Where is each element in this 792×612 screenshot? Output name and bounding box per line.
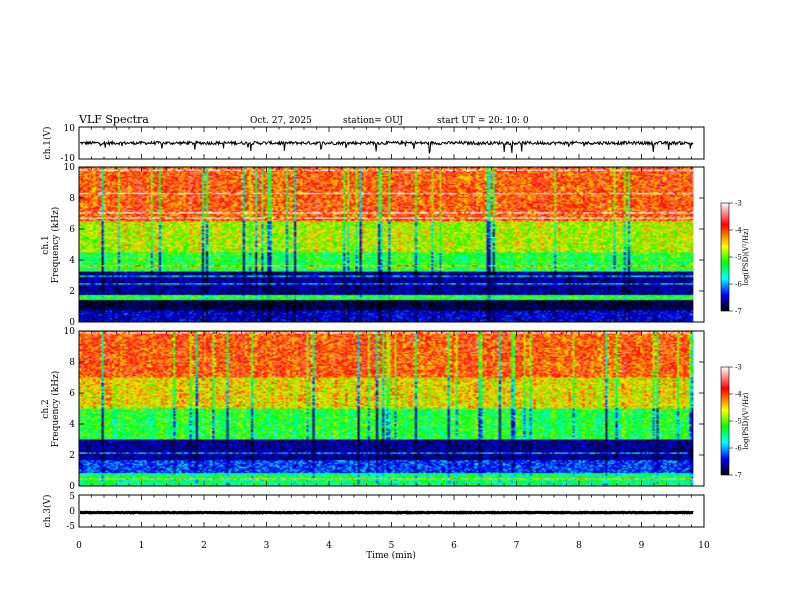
- ch1-ytick-bottom: -10: [61, 154, 76, 164]
- ch1-colorbar-scale: [720, 202, 730, 312]
- colorbar-tick-label: -4: [735, 227, 742, 235]
- frequency-tick-label: 4: [69, 420, 75, 430]
- figure-title: VLF Spectra: [78, 113, 149, 126]
- station-label: station= OUJ: [343, 116, 403, 126]
- x-tick-label: 10: [698, 541, 710, 551]
- frequency-tick-label: 0: [69, 318, 75, 328]
- ch1-frequency-ylabel: Frequency (kHz): [50, 207, 61, 284]
- ch2-channel-label: ch.2: [41, 399, 51, 418]
- date-label: Oct. 27, 2025: [250, 116, 312, 126]
- ch3-waveform-panel: 5 0 -5 ch.3(V): [42, 492, 705, 532]
- frequency-tick-label: 8: [69, 194, 75, 204]
- ch1-ytick-top: 10: [64, 124, 76, 134]
- frequency-tick-label: 8: [69, 358, 75, 368]
- colorbar-tick-label: -6: [735, 445, 742, 453]
- colorbar-tick-label: -7: [735, 472, 742, 480]
- x-tick-label: 8: [576, 541, 582, 551]
- colorbar-tick-label: -3: [735, 200, 742, 208]
- ch1-colorbar: -3 -4 -5 -6 -7 log(PSD)(V²/Hz): [720, 200, 750, 316]
- x-axis-label: Time (min): [366, 550, 416, 561]
- x-tick-label: 5: [389, 541, 395, 551]
- ch1-channel-label: ch.1: [41, 235, 51, 254]
- x-tick-label: 3: [264, 541, 270, 551]
- frequency-tick-label: 10: [64, 327, 76, 337]
- frequency-tick-label: 0: [69, 482, 75, 492]
- frequency-tick-label: 6: [69, 389, 75, 399]
- start-ut-label: start UT = 20: 10: 0: [437, 116, 529, 126]
- colorbar-tick-label: -5: [735, 254, 742, 262]
- frequency-tick-label: 10: [64, 163, 76, 173]
- x-tick-label: 4: [326, 541, 332, 551]
- ch1-waveform-ylabel: ch.1(V): [42, 127, 53, 160]
- colorbar-tick-label: -3: [735, 364, 742, 372]
- ch3-ytick-mid: 0: [69, 507, 75, 517]
- ch2-colorbar-scale: [720, 366, 730, 476]
- colorbar-tick-label: -6: [735, 281, 742, 289]
- ch2-spectrogram-image: [79, 331, 694, 486]
- ch3-waveform-line: [79, 510, 694, 515]
- colorbar-tick-label: -5: [735, 418, 742, 426]
- x-tick-label: 1: [139, 541, 145, 551]
- colorbar-tick-label: -7: [735, 308, 742, 316]
- ch1-colorbar-label: log(PSD)(V²/Hz): [742, 228, 750, 285]
- frequency-tick-label: 6: [69, 225, 75, 235]
- ch3-ytick-top: 5: [69, 492, 75, 502]
- ch2-spectrogram-panel: 0 2 4 6 8 10 ch.2 Frequency (kHz): [41, 327, 705, 492]
- ch1-spectrogram-image: [79, 167, 694, 322]
- ch1-waveform-panel: 10 -10 ch.1(V): [42, 124, 705, 164]
- ch3-waveform-ylabel: ch.3(V): [42, 495, 53, 528]
- frequency-tick-label: 4: [69, 256, 75, 266]
- x-tick-label: 9: [639, 541, 645, 551]
- x-tick-label: 0: [76, 541, 82, 551]
- ch2-frequency-ylabel: Frequency (kHz): [50, 371, 61, 448]
- x-tick-label: 2: [201, 541, 207, 551]
- ch3-ytick-bottom: -5: [66, 522, 75, 532]
- frequency-tick-label: 2: [69, 451, 75, 461]
- ch2-colorbar: -3 -4 -5 -6 -7 log(PSD)(V²/Hz): [720, 364, 750, 480]
- x-tick-label: 7: [514, 541, 520, 551]
- x-axis-tick-labels: 0 1 2 3 4 5 6 7 8 9 10: [76, 541, 710, 551]
- ch2-colorbar-label: log(PSD)(V²/Hz): [742, 392, 750, 449]
- frequency-tick-label: 2: [69, 287, 75, 297]
- ch1-waveform-line: [79, 139, 694, 155]
- ch1-spectrogram-panel: 0 2 4 6 8 10 ch.1 Frequency (kHz): [41, 163, 705, 328]
- x-tick-label: 6: [451, 541, 457, 551]
- colorbar-tick-label: -4: [735, 391, 742, 399]
